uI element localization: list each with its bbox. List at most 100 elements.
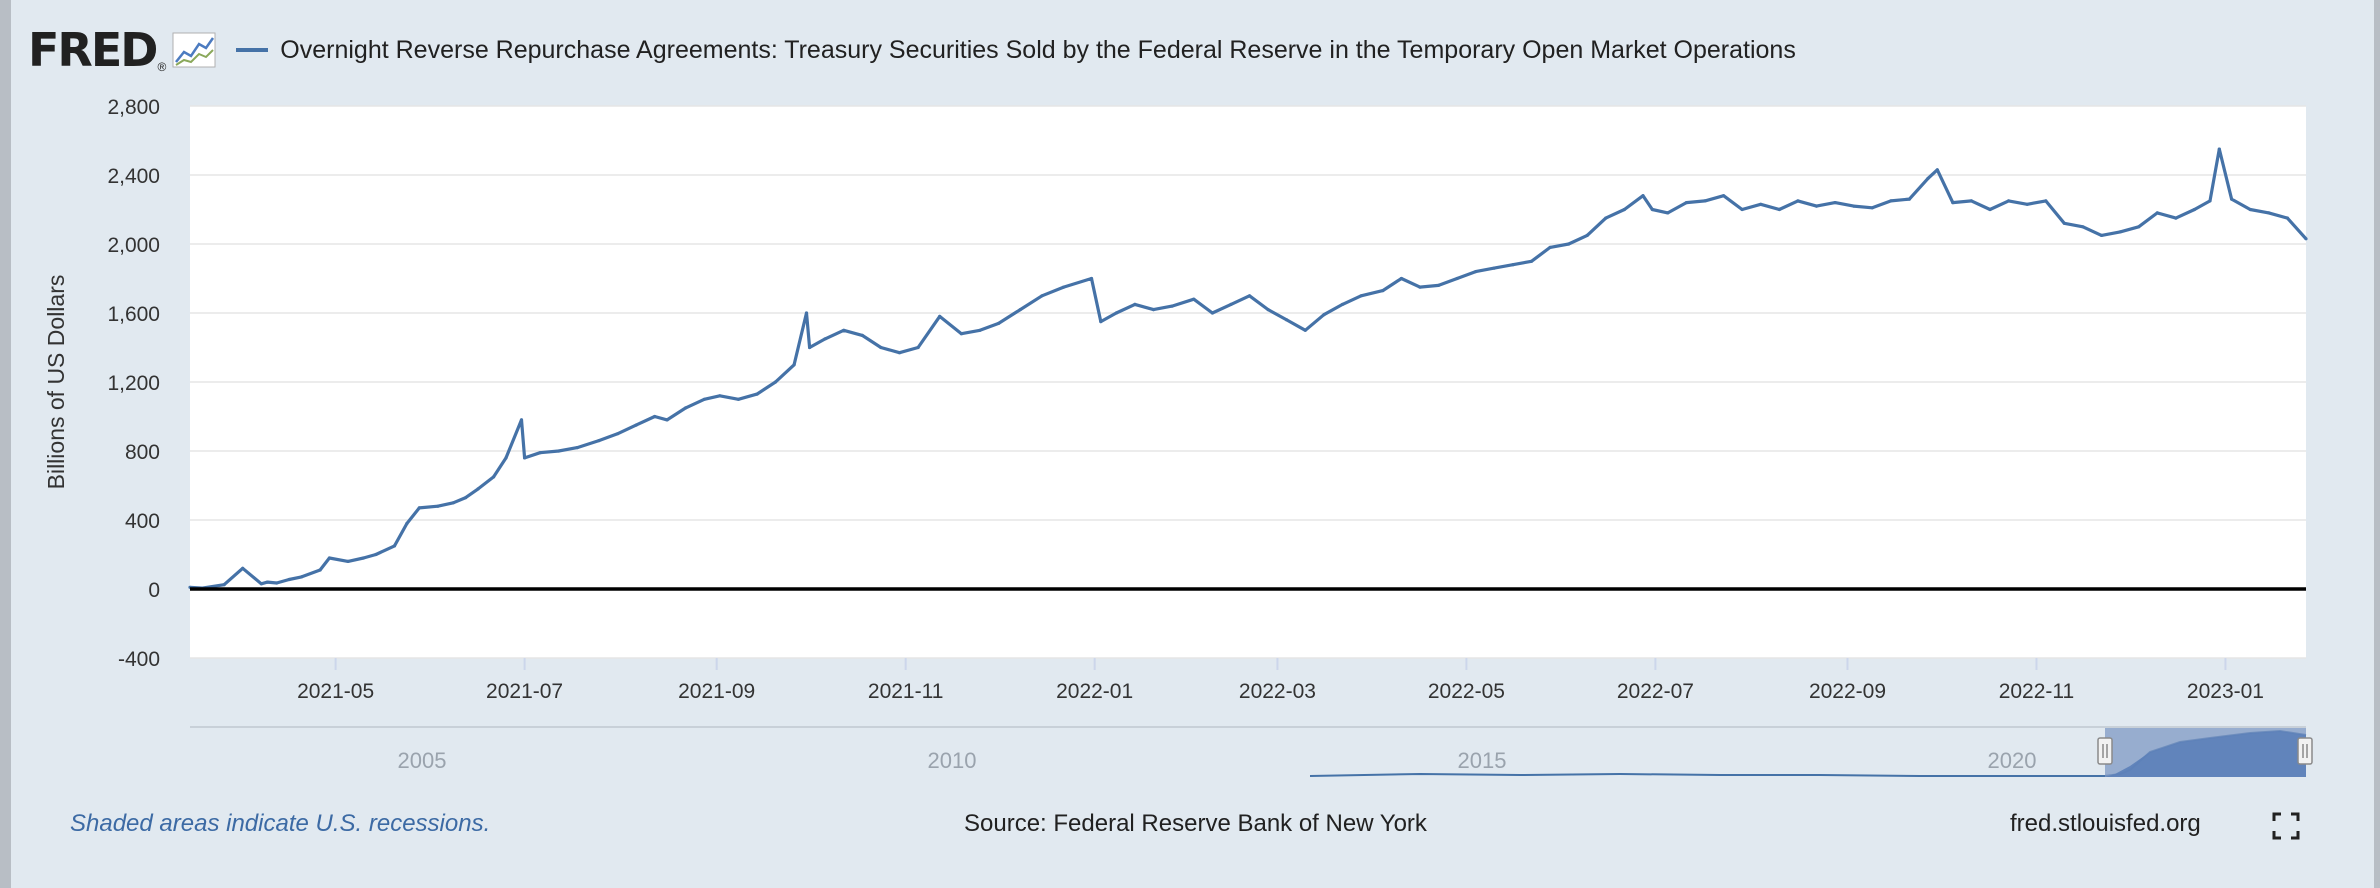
data-point xyxy=(897,351,902,355)
data-point xyxy=(1018,308,1022,312)
data-point xyxy=(773,380,778,384)
navigator[interactable]: 2005 2010 2015 2020 xyxy=(398,728,2313,777)
data-point xyxy=(1703,199,1707,203)
data-point xyxy=(1474,270,1478,274)
data-point xyxy=(2304,237,2308,241)
legend-swatch xyxy=(236,48,269,52)
data-point xyxy=(2192,207,2197,212)
data-point xyxy=(2137,225,2141,229)
data-point xyxy=(1322,313,1326,317)
fullscreen-icon[interactable] xyxy=(2272,812,2300,840)
data-point xyxy=(436,504,440,508)
data-point xyxy=(417,506,421,510)
data-point xyxy=(1814,204,1819,208)
data-point xyxy=(1641,194,1645,198)
fred-logo[interactable]: FRED xyxy=(28,23,158,77)
line-graph-icon xyxy=(172,32,216,68)
data-point xyxy=(275,581,279,585)
data-point xyxy=(792,363,796,367)
data-point xyxy=(1210,311,1214,315)
data-point xyxy=(2174,216,2178,220)
data-point xyxy=(653,414,657,419)
data-point xyxy=(1247,294,1252,298)
data-point xyxy=(361,556,366,560)
data-point xyxy=(1062,285,1066,289)
data-point xyxy=(978,328,982,332)
data-point xyxy=(842,328,846,332)
navigator-label-2005: 2005 xyxy=(398,748,447,773)
data-point xyxy=(1951,201,1955,205)
data-point xyxy=(392,544,397,548)
chart-header: FRED ® Overnight Reverse Repurchase Agre… xyxy=(28,20,1796,80)
data-point xyxy=(1988,207,1992,212)
data-point xyxy=(1907,197,1911,201)
data-point xyxy=(1529,259,1534,263)
data-point xyxy=(1969,199,1973,203)
data-point xyxy=(1889,199,1893,203)
data-point xyxy=(346,559,350,564)
x-tick-label: 2022-11 xyxy=(1999,680,2075,703)
data-point xyxy=(1548,245,1552,249)
data-point xyxy=(1436,283,1441,287)
data-point xyxy=(1796,199,1800,203)
window-frame-right xyxy=(2374,0,2380,888)
x-tick-label: 2022-03 xyxy=(1239,680,1316,703)
data-series xyxy=(188,147,2308,590)
data-point xyxy=(1567,242,1571,246)
site-link[interactable]: fred.stlouisfed.org xyxy=(2010,810,2201,837)
data-point xyxy=(1303,328,1307,332)
y-tick-label: 1,600 xyxy=(107,303,160,326)
y-axis-label: Billions of US Dollars xyxy=(43,275,69,490)
y-tick-label: 1,200 xyxy=(107,372,160,395)
data-point xyxy=(1777,207,1781,212)
data-point xyxy=(1870,206,1874,210)
data-point xyxy=(2248,207,2252,212)
data-point xyxy=(2217,147,2221,151)
data-point xyxy=(519,418,524,422)
data-point xyxy=(684,406,688,410)
x-tick-label: 2022-05 xyxy=(1428,680,1505,703)
navigator-label-2010: 2010 xyxy=(928,748,977,773)
navigator-handle-left[interactable] xyxy=(2097,737,2113,765)
data-point xyxy=(1852,204,1856,208)
data-point xyxy=(1170,304,1174,308)
data-point xyxy=(1114,311,1118,315)
data-point xyxy=(318,568,322,572)
y-tick-label: -400 xyxy=(118,648,160,671)
navigator-selected-area xyxy=(2105,731,2306,777)
data-point xyxy=(959,332,964,336)
data-point xyxy=(1622,207,1626,212)
data-point xyxy=(1722,194,1726,198)
data-point xyxy=(538,451,542,455)
data-point xyxy=(997,321,1001,325)
data-point xyxy=(241,566,245,570)
x-tick-label: 2021-11 xyxy=(868,680,944,703)
x-tick-label: 2023-01 xyxy=(2187,680,2264,703)
data-point xyxy=(1266,308,1270,312)
data-point xyxy=(860,333,864,337)
data-point xyxy=(1089,276,1094,281)
data-point xyxy=(1399,276,1403,281)
data-point xyxy=(2007,199,2011,203)
data-point xyxy=(1229,302,1233,306)
data-point xyxy=(504,456,508,460)
data-point xyxy=(808,345,812,350)
data-point xyxy=(2208,199,2212,203)
data-point xyxy=(1040,294,1044,298)
data-point xyxy=(718,394,722,398)
data-point xyxy=(2044,199,2048,203)
data-point xyxy=(823,337,827,341)
data-point xyxy=(2230,197,2234,201)
x-tick-label: 2021-07 xyxy=(486,680,563,703)
data-point xyxy=(2285,216,2289,220)
data-point xyxy=(451,501,455,505)
data-point xyxy=(755,392,759,396)
data-point xyxy=(736,397,741,401)
data-point xyxy=(265,580,270,584)
navigator-handle-right[interactable] xyxy=(2297,737,2313,765)
data-point xyxy=(1133,302,1137,306)
data-point xyxy=(327,556,331,560)
data-point xyxy=(1099,320,1103,324)
data-point xyxy=(1192,297,1196,301)
data-point xyxy=(1926,176,1930,180)
